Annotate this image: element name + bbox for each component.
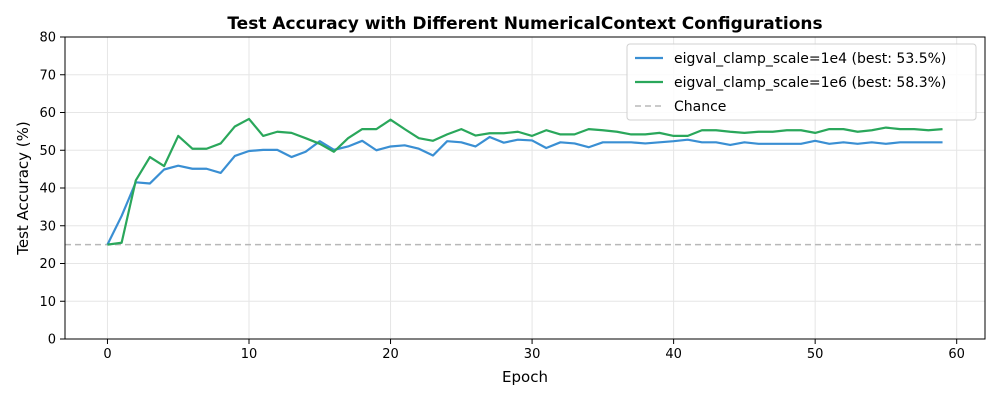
x-tick-label: 10 [241,347,258,362]
y-tick-label: 80 [39,31,56,46]
x-tick-label: 30 [524,347,541,362]
series-line-2 [107,117,943,246]
legend-label: eigval_clamp_scale=1e6 (best: 58.3%) [674,75,946,91]
y-tick-label: 60 [39,106,56,121]
y-tick-label: 40 [39,182,56,197]
x-tick-label: 0 [103,347,111,362]
y-tick-label: 20 [39,257,56,272]
x-tick-label: 50 [807,347,824,362]
y-ticks: 0 10 20 30 40 50 60 70 80 [39,31,65,348]
x-ticks: 0 10 20 30 40 50 60 [103,339,965,362]
series-line-1 [106,135,943,246]
legend-label: Chance [674,99,726,115]
legend-label: eigval_clamp_scale=1e4 (best: 53.5%) [674,51,946,67]
x-axis-label: Epoch [502,368,548,386]
y-tick-label: 10 [39,295,56,310]
y-tick-label: 70 [39,68,56,83]
chart-title: Test Accuracy with Different NumericalCo… [227,14,822,34]
series-lines [106,117,943,246]
legend: eigval_clamp_scale=1e4 (best: 53.5%) eigv… [626,43,977,121]
legend-box [626,43,977,121]
x-tick-label: 60 [948,347,965,362]
x-tick-label: 20 [382,347,399,362]
y-tick-label: 0 [48,333,56,348]
y-tick-label: 50 [39,144,56,159]
x-tick-label: 40 [665,347,682,362]
y-tick-label: 30 [39,219,56,234]
y-axis-label: Test Accuracy (%) [14,121,32,256]
